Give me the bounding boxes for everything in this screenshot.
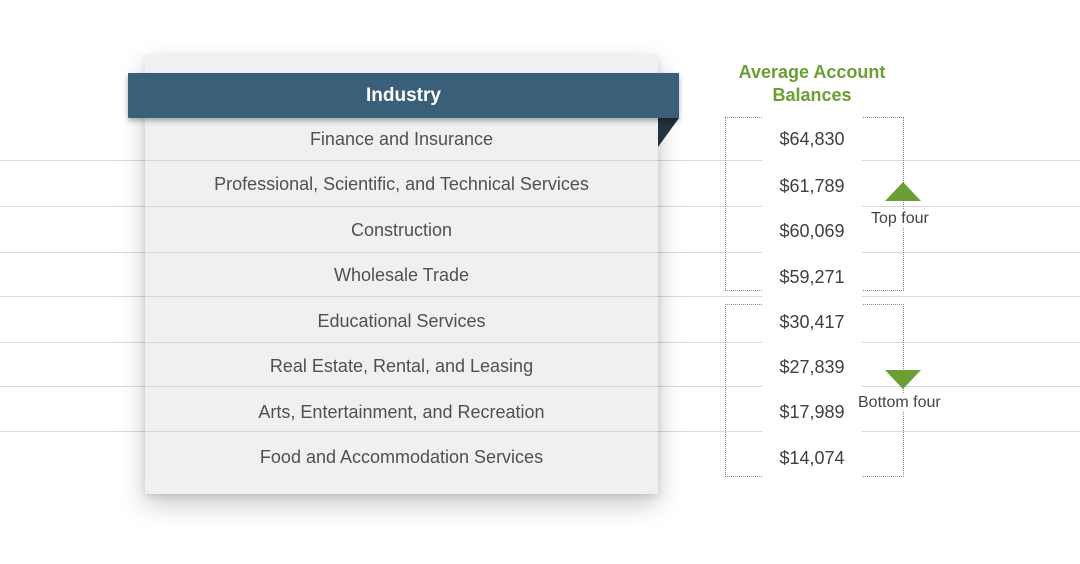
industry-cell: Arts, Entertainment, and Recreation bbox=[258, 402, 545, 422]
balance-cell: $27,839 bbox=[762, 345, 862, 390]
industry-card bbox=[145, 55, 658, 494]
balance-cell: $14,074 bbox=[762, 436, 862, 481]
industry-cell: Real Estate, Rental, and Leasing bbox=[269, 356, 534, 376]
industry-cell: Professional, Scientific, and Technical … bbox=[214, 174, 589, 194]
row-divider bbox=[145, 252, 658, 253]
row-divider bbox=[145, 296, 658, 297]
industry-column-header: Industry bbox=[128, 73, 679, 118]
industry-cell: Construction bbox=[350, 220, 453, 240]
top-four-label: Top four bbox=[867, 210, 933, 228]
bottom-four-label: Bottom four bbox=[854, 394, 945, 412]
balance-cell: $59,271 bbox=[762, 255, 862, 300]
balance-cell: $64,830 bbox=[762, 117, 862, 162]
industry-cell: Educational Services bbox=[317, 311, 486, 331]
industry-cell: Finance and Insurance bbox=[309, 129, 494, 149]
arrow-up-icon bbox=[885, 182, 921, 201]
row-divider bbox=[145, 342, 658, 343]
balance-cell: $30,417 bbox=[762, 300, 862, 345]
industry-cell: Wholesale Trade bbox=[333, 265, 470, 285]
row-divider bbox=[145, 160, 658, 161]
row-divider bbox=[145, 386, 658, 387]
balance-cell: $17,989 bbox=[762, 390, 862, 435]
row-divider bbox=[145, 431, 658, 432]
balance-column-header: Average Account Balances bbox=[738, 62, 886, 105]
balance-cell: $60,069 bbox=[762, 209, 862, 254]
arrow-down-icon bbox=[885, 370, 921, 389]
row-divider bbox=[145, 206, 658, 207]
header-fold bbox=[658, 118, 679, 147]
balance-cell: $61,789 bbox=[762, 164, 862, 209]
industry-cell: Food and Accommodation Services bbox=[259, 447, 544, 467]
